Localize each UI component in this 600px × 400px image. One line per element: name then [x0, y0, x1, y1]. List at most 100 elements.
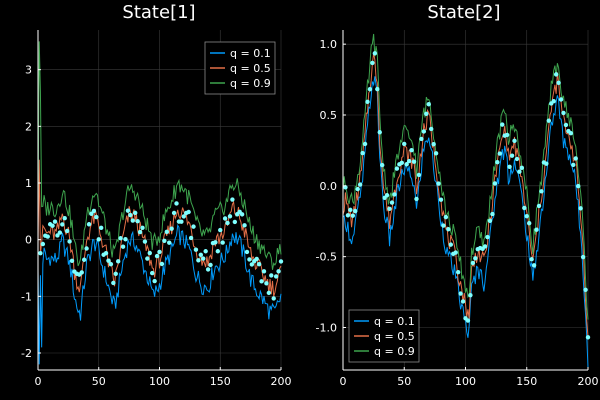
observation-point: [242, 223, 247, 228]
observation-point: [188, 235, 194, 241]
observation-point: [113, 271, 118, 276]
observation-point: [455, 269, 461, 275]
observation-point: [120, 244, 126, 249]
observation-point: [271, 296, 276, 301]
observation-point: [453, 250, 458, 255]
legend-label: q = 0.5: [374, 330, 415, 343]
observation-point: [431, 141, 436, 147]
observation-point: [500, 122, 505, 127]
observation-point: [201, 256, 206, 261]
observation-point: [198, 252, 204, 258]
observation-point: [519, 165, 525, 171]
observation-point: [490, 211, 495, 217]
observation-point: [394, 166, 400, 171]
observation-point: [558, 97, 564, 102]
observation-point: [367, 86, 373, 92]
observation-point: [384, 193, 390, 198]
series-line-q09: [342, 33, 589, 320]
observation-point: [534, 227, 539, 232]
legend-label: q = 0.9: [374, 345, 415, 358]
observation-point: [254, 256, 259, 262]
observation-point: [387, 206, 392, 211]
observation-point: [225, 220, 230, 226]
observation-point: [580, 254, 586, 260]
observation-points: [343, 51, 591, 340]
observation-point: [264, 281, 269, 286]
observation-point: [174, 201, 179, 206]
observation-point: [482, 244, 488, 249]
observation-point: [473, 256, 478, 261]
observation-point: [232, 219, 238, 225]
observation-point: [203, 249, 208, 254]
observation-point: [360, 150, 365, 156]
observation-point: [531, 263, 537, 268]
observation-point: [106, 258, 111, 263]
observation-point: [181, 214, 186, 219]
observation-point: [196, 258, 201, 263]
observation-point: [179, 219, 184, 224]
observation-point: [350, 213, 355, 218]
observation-point: [348, 207, 353, 213]
observation-point: [509, 153, 515, 158]
x-tick-label: 150: [516, 375, 537, 388]
observation-point: [230, 197, 235, 202]
observation-point: [492, 181, 498, 186]
observation-point: [353, 208, 358, 214]
observation-point: [115, 259, 121, 264]
x-tick-label: 200: [271, 375, 292, 388]
observation-point: [460, 299, 466, 304]
observation-point: [514, 156, 520, 162]
observation-point: [522, 205, 527, 211]
y-tick-label: 1: [25, 177, 32, 190]
legend: q = 0.1 q = 0.5 q = 0.9: [348, 309, 420, 363]
observation-point: [169, 226, 174, 231]
observation-point: [529, 257, 534, 262]
y-tick-label: 3: [25, 64, 32, 77]
observation-point: [239, 212, 245, 217]
y-tick-label: 2: [25, 120, 32, 133]
observation-point: [147, 250, 152, 256]
y-tick-label: -2: [21, 347, 32, 360]
observation-point: [362, 141, 368, 147]
series-line-q01: [37, 223, 282, 365]
observation-point: [213, 240, 218, 245]
observation-point: [404, 162, 409, 167]
gridlines: [342, 30, 589, 370]
observation-point: [507, 164, 512, 170]
observation-point: [406, 158, 412, 164]
observation-point: [433, 151, 439, 156]
observation-point: [424, 111, 429, 116]
observation-point: [142, 239, 148, 244]
legend-label: q = 0.1: [374, 315, 415, 328]
observation-point: [215, 249, 221, 254]
observation-point: [485, 234, 490, 240]
x-tick-label: 100: [455, 375, 476, 388]
observation-point: [52, 219, 58, 224]
observation-point: [377, 130, 382, 135]
observation-point: [266, 290, 272, 296]
chart-title: State[2]: [427, 2, 500, 23]
observation-point: [186, 209, 191, 215]
observation-point: [441, 223, 446, 228]
observation-point: [278, 259, 284, 264]
y-tick-label: -1: [21, 290, 32, 303]
legend-label: q = 0.1: [230, 47, 271, 60]
observation-point: [585, 335, 591, 340]
axes: [342, 30, 589, 371]
observation-point: [539, 189, 544, 194]
observation-point: [536, 203, 542, 209]
observation-point: [167, 240, 172, 245]
observation-point: [157, 249, 162, 255]
x-tick-label: 150: [210, 375, 231, 388]
observation-point: [205, 267, 211, 272]
observation-point: [568, 131, 574, 136]
y-tick-label: -0.5: [316, 251, 337, 264]
series-line-q05: [37, 159, 282, 297]
observation-point: [108, 261, 114, 267]
x-tick-label: 100: [149, 375, 170, 388]
observation-point: [128, 212, 133, 218]
observation-point: [81, 257, 87, 262]
observation-point: [443, 214, 449, 220]
